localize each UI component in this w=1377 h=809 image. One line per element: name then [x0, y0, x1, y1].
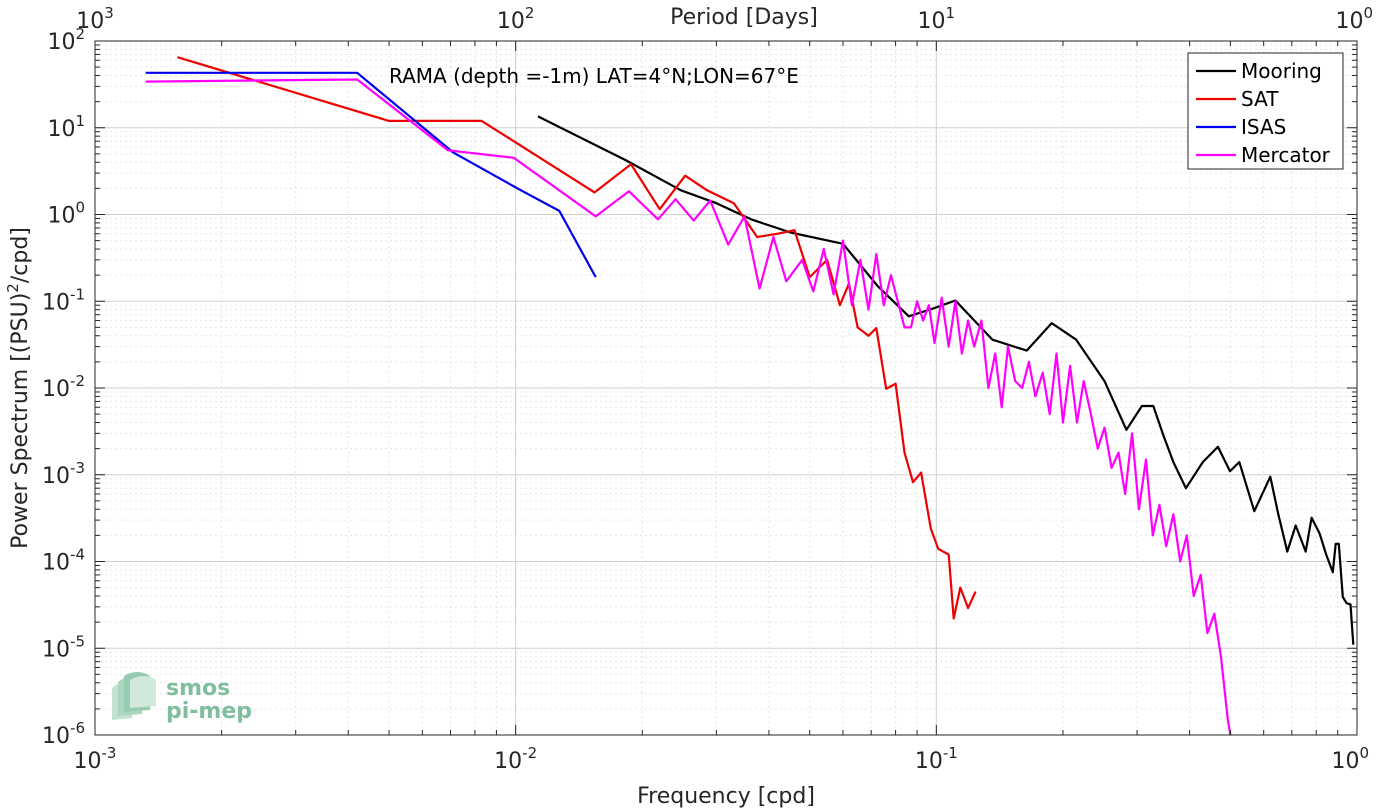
x-tick-label-exponent: -3: [102, 744, 117, 762]
y-tick-label-base: 10: [42, 724, 70, 749]
top-tick-label-exponent: 1: [946, 4, 956, 22]
y-tick-label: 10-5: [42, 632, 85, 662]
top-tick-label: 100: [1335, 4, 1373, 34]
top-tick-label-exponent: 0: [1363, 4, 1373, 22]
y-tick-label: 102: [47, 25, 85, 55]
y-tick-label-base: 10: [42, 637, 70, 662]
y-axis-title: Power Spectrum [(PSU)2/cpd]: [4, 227, 33, 549]
x-tick-label-base: 10: [915, 749, 943, 774]
x-tick-label-exponent: 0: [1359, 744, 1369, 762]
smos-pi-mep-logo: smos pi-mep: [112, 672, 252, 724]
x-tick-label: 100: [1331, 744, 1369, 774]
top-tick-label-exponent: 2: [525, 4, 535, 22]
series-line-isas: [145, 71, 597, 278]
y-tick-label-base: 10: [42, 464, 70, 489]
y-tick-label-exponent: -4: [70, 546, 85, 564]
y-tick-label: 10-1: [42, 285, 85, 315]
x-tick-label-exponent: -2: [522, 744, 537, 762]
logo-waves-icon: [112, 672, 156, 720]
y-tick-label-exponent: 0: [75, 199, 85, 217]
y-tick-label-base: 10: [47, 30, 75, 55]
y-axis-title-exponent: 2: [4, 283, 22, 293]
y-axis-title-unit: /cpd]: [8, 227, 33, 283]
x-tick-label: 10-3: [74, 744, 117, 774]
legend-label-sat: SAT: [1241, 87, 1279, 111]
y-tick-label-exponent: 2: [75, 25, 85, 43]
y-tick-label-base: 10: [42, 551, 70, 576]
legend-label-mercator: Mercator: [1241, 143, 1331, 167]
y-tick-label-exponent: -5: [70, 632, 85, 650]
x-tick-label-base: 10: [494, 749, 522, 774]
x-tick-label-exponent: -1: [943, 744, 958, 762]
chart-annotation: RAMA (depth =-1m) LAT=4°N;LON=67°E: [389, 64, 799, 88]
y-axis-title-main: Power Spectrum [(PSU): [8, 293, 33, 549]
y-tick-label: 10-6: [42, 719, 85, 749]
y-tick-label-exponent: 1: [75, 112, 85, 130]
x-tick-label: 10-2: [494, 744, 537, 774]
legend-items: Mooring SAT ISAS Mercator: [1196, 59, 1331, 167]
logo-line2: pi-mep: [166, 699, 252, 724]
series-line-sat: [177, 56, 977, 620]
y-tick-label: 10-2: [42, 372, 85, 402]
top-tick-label: 101: [918, 4, 956, 34]
y-tick-label-base: 10: [42, 290, 70, 315]
x-axis-title: Frequency [cpd]: [637, 784, 815, 809]
x-tick-label-base: 10: [74, 749, 102, 774]
y-tick-label-exponent: -6: [70, 719, 85, 737]
tick-marks: [94, 40, 1358, 736]
y-tick-label-exponent: -1: [70, 285, 85, 303]
top-tick-label-base: 10: [1335, 9, 1363, 34]
top-tick-label: 102: [497, 4, 535, 34]
legend-box: [1187, 52, 1344, 170]
top-tick-label-base: 10: [918, 9, 946, 34]
legend-label-mooring: Mooring: [1241, 59, 1322, 83]
y-tick-label-base: 10: [47, 117, 75, 142]
logo-line1: smos: [166, 676, 230, 701]
y-tick-label-exponent: -3: [70, 459, 85, 477]
top-tick-label: 103: [76, 4, 114, 34]
series-line-mercator: [145, 78, 1232, 735]
legend: Mooring SAT ISAS Mercator: [1187, 52, 1344, 170]
y-tick-label-base: 10: [47, 204, 75, 229]
top-axis-title: Period [Days]: [670, 5, 818, 30]
y-tick-label-exponent: -2: [70, 372, 85, 390]
x-tick-label-base: 10: [1331, 749, 1359, 774]
top-tick-label-base: 10: [497, 9, 525, 34]
series-group: [145, 56, 1355, 735]
legend-label-isas: ISAS: [1241, 115, 1286, 139]
top-tick-label-base: 10: [76, 9, 104, 34]
y-tick-label: 101: [47, 112, 85, 142]
x-tick-label: 10-1: [915, 744, 958, 774]
y-tick-label-base: 10: [42, 377, 70, 402]
y-tick-label: 100: [47, 199, 85, 229]
top-tick-label-exponent: 3: [104, 4, 114, 22]
y-tick-label: 10-4: [42, 546, 85, 576]
y-tick-label: 10-3: [42, 459, 85, 489]
